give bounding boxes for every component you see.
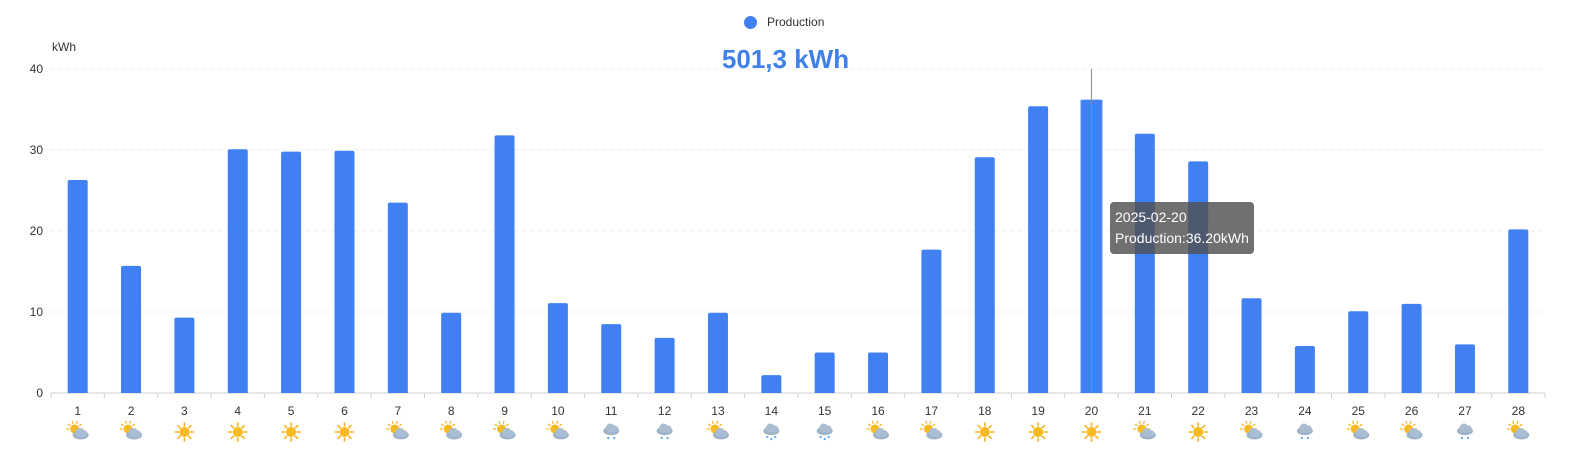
partly-cloudy-icon xyxy=(439,420,463,440)
legend-label: Production xyxy=(767,15,825,29)
x-tick-label: 18 xyxy=(978,404,992,418)
rain-icon xyxy=(1456,423,1473,440)
x-tick-label: 20 xyxy=(1085,404,1099,418)
bar-day-3 xyxy=(174,317,195,393)
partly-cloudy-icon xyxy=(119,420,143,440)
bar-day-15 xyxy=(814,352,835,393)
bar-day-11 xyxy=(601,324,622,393)
bar-day-5 xyxy=(281,151,302,393)
bar-day-4 xyxy=(227,149,248,393)
x-tick-label: 22 xyxy=(1191,404,1205,418)
sunny-icon xyxy=(227,422,248,442)
x-tick-label: 2 xyxy=(128,404,135,418)
x-tick-label: 10 xyxy=(551,404,565,418)
bar-day-28 xyxy=(1508,229,1529,393)
bar-day-14 xyxy=(761,375,782,393)
partly-cloudy-icon xyxy=(492,420,516,440)
bar-day-12 xyxy=(654,337,675,393)
partly-cloudy-icon xyxy=(386,420,409,440)
snow-icon xyxy=(816,423,833,441)
x-tick-label: 27 xyxy=(1458,404,1472,418)
bar-day-21 xyxy=(1134,133,1155,394)
partly-cloudy-icon xyxy=(1133,420,1156,440)
x-tick-label: 6 xyxy=(341,404,348,418)
partly-cloudy-icon xyxy=(66,420,89,440)
bar-day-9 xyxy=(494,135,515,394)
sunny-icon xyxy=(174,422,195,442)
total-production-value: 501,3 kWh xyxy=(721,44,850,74)
x-tick-label: 1 xyxy=(74,404,81,418)
sunny-icon xyxy=(281,422,301,442)
sunny-icon xyxy=(1028,422,1048,442)
partly-cloudy-icon xyxy=(1239,420,1263,440)
bar-day-1 xyxy=(67,179,88,393)
bar-day-2 xyxy=(121,265,142,393)
x-tick-label: 19 xyxy=(1031,404,1045,418)
x-tick-label: 26 xyxy=(1405,404,1419,418)
x-tick-label: 8 xyxy=(448,404,455,418)
rain-icon xyxy=(656,423,673,440)
x-tick-label: 23 xyxy=(1245,404,1259,418)
rain-icon xyxy=(1296,423,1313,440)
total-production: 501,3 kWh xyxy=(0,44,1571,75)
bar-day-7 xyxy=(387,202,408,393)
bar-day-16 xyxy=(868,352,889,393)
x-tick-label: 5 xyxy=(288,404,295,418)
legend-marker xyxy=(744,15,757,29)
y-tick-label: 30 xyxy=(30,143,44,157)
snow-icon xyxy=(763,423,780,441)
x-tick-label: 21 xyxy=(1138,404,1152,418)
x-tick-label: 16 xyxy=(871,404,885,418)
y-tick-label: 0 xyxy=(36,386,43,400)
x-tick-label: 11 xyxy=(605,404,618,418)
sunny-icon xyxy=(1081,422,1102,442)
chart-legend[interactable]: Production xyxy=(744,12,824,32)
x-tick-label: 4 xyxy=(234,404,241,418)
bar-day-27 xyxy=(1454,344,1475,393)
bar-day-19 xyxy=(1028,106,1049,393)
x-tick-label: 14 xyxy=(765,404,779,418)
bar-day-26 xyxy=(1401,303,1422,393)
x-tick-label: 13 xyxy=(711,404,725,418)
bar-day-17 xyxy=(921,249,942,393)
x-tick-label: 25 xyxy=(1352,404,1366,418)
x-tick-label: 12 xyxy=(658,404,672,418)
sunny-icon xyxy=(974,422,995,442)
x-tick-label: 9 xyxy=(501,404,508,418)
partly-cloudy-icon xyxy=(546,420,569,440)
bar-day-22 xyxy=(1188,161,1209,393)
y-axis-unit: kWh xyxy=(52,40,76,54)
bar-day-10 xyxy=(547,303,568,393)
x-tick-label: 24 xyxy=(1298,404,1312,418)
bar-day-23 xyxy=(1241,298,1262,393)
bar-tooltip: 2025-02-20 Production:36.20kWh xyxy=(1110,202,1254,254)
x-tick-label: 7 xyxy=(394,404,401,418)
y-tick-label: 10 xyxy=(30,305,44,319)
x-tick-label: 3 xyxy=(181,404,188,418)
bar-day-8 xyxy=(441,312,462,393)
partly-cloudy-icon xyxy=(866,420,890,440)
bar-day-18 xyxy=(974,157,995,393)
tooltip-date: 2025-02-20 xyxy=(1115,209,1187,225)
sunny-icon xyxy=(334,422,355,442)
x-tick-label: 17 xyxy=(925,404,939,418)
bar-day-24 xyxy=(1294,346,1315,393)
partly-cloudy-icon xyxy=(1506,420,1530,440)
x-tick-label: 15 xyxy=(818,404,832,418)
bar-day-13 xyxy=(707,312,728,393)
bar-day-25 xyxy=(1348,311,1369,393)
y-tick-label: 20 xyxy=(30,224,44,238)
bar-day-6 xyxy=(334,150,355,393)
partly-cloudy-icon xyxy=(1346,420,1370,440)
rain-icon xyxy=(603,423,620,440)
sunny-icon xyxy=(1188,422,1208,442)
tooltip-value: Production:36.20kWh xyxy=(1115,230,1249,246)
partly-cloudy-icon xyxy=(706,420,729,440)
partly-cloudy-icon xyxy=(1400,420,1423,440)
y-tick-label: 40 xyxy=(30,62,44,76)
partly-cloudy-icon xyxy=(919,420,943,440)
x-tick-label: 28 xyxy=(1512,404,1526,418)
